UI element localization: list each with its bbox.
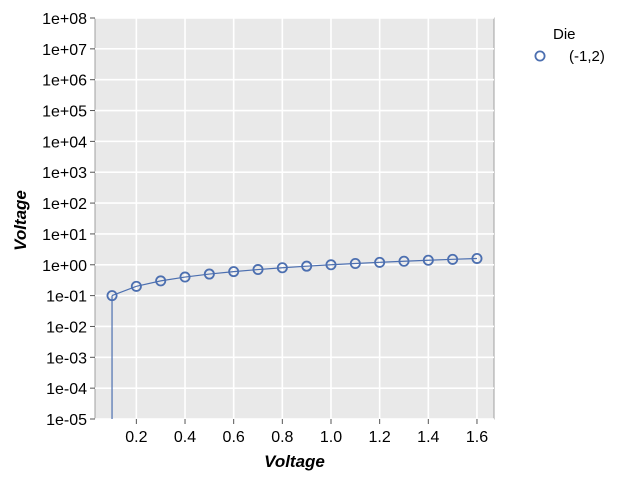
- y-tick-label: 1e+00: [42, 258, 87, 275]
- data-point: [471, 252, 483, 264]
- legend-title: Die: [553, 26, 576, 43]
- data-point: [301, 260, 313, 272]
- data-point: [398, 255, 410, 267]
- legend-items: (-1,2): [534, 48, 605, 65]
- data-point: [447, 253, 459, 265]
- data-point: [106, 290, 118, 302]
- x-tick-label: 1.6: [466, 429, 488, 446]
- legend-marker: [534, 50, 546, 62]
- data-point: [155, 275, 167, 287]
- data-point: [179, 271, 191, 283]
- legend: Die (-1,2): [534, 26, 605, 65]
- y-tick-label: 1e+01: [42, 227, 87, 244]
- x-axis: 0.2 0.4 0.6 0.8 1.0 1.2 1.4 1.6: [125, 419, 488, 446]
- data-point: [130, 280, 142, 292]
- plot-background: [94, 17, 495, 420]
- series-layer: [106, 252, 483, 419]
- y-tick-label: 1e+03: [42, 165, 87, 182]
- y-axis-title: Voltage: [11, 190, 30, 251]
- y-tick-label: 1e+06: [42, 73, 87, 90]
- y-axis: 1e-05 1e-04 1e-03 1e-02 1e-01 1e+00 1e+01 1e+02…: [42, 11, 95, 429]
- y-tick-label: 1e-01: [46, 289, 87, 306]
- x-tick-label: 1.4: [417, 429, 439, 446]
- plot-area: [94, 17, 495, 420]
- data-point: [325, 259, 337, 271]
- data-point: [422, 254, 434, 266]
- x-tick-label: 1.0: [320, 429, 342, 446]
- y-tick-label: 1e+08: [42, 11, 87, 28]
- y-tick-label: 1e+02: [42, 196, 87, 213]
- y-tick-label: 1e+07: [42, 42, 87, 59]
- data-point: [228, 266, 240, 278]
- y-tick-label: 1e-03: [46, 350, 87, 367]
- y-tick-label: 1e-05: [46, 412, 87, 429]
- series-line: [111, 257, 477, 297]
- x-tick-label: 0.8: [271, 429, 293, 446]
- y-tick-label: 1e+05: [42, 104, 87, 121]
- x-tick-label: 1.2: [369, 429, 391, 446]
- data-point: [349, 257, 361, 269]
- data-point: [203, 268, 215, 280]
- x-tick-label: 0.4: [174, 429, 196, 446]
- y-tick-label: 1e-04: [46, 381, 87, 398]
- data-point: [252, 264, 264, 276]
- data-point: [276, 262, 288, 274]
- x-tick-label: 0.2: [125, 429, 147, 446]
- x-axis-title: Voltage: [264, 452, 325, 471]
- data-point: [374, 256, 386, 268]
- y-tick-label: 1e+04: [42, 134, 87, 151]
- x-tick-label: 0.6: [223, 429, 245, 446]
- legend-label: (-1,2): [569, 48, 605, 65]
- y-tick-label: 1e-02: [46, 319, 87, 336]
